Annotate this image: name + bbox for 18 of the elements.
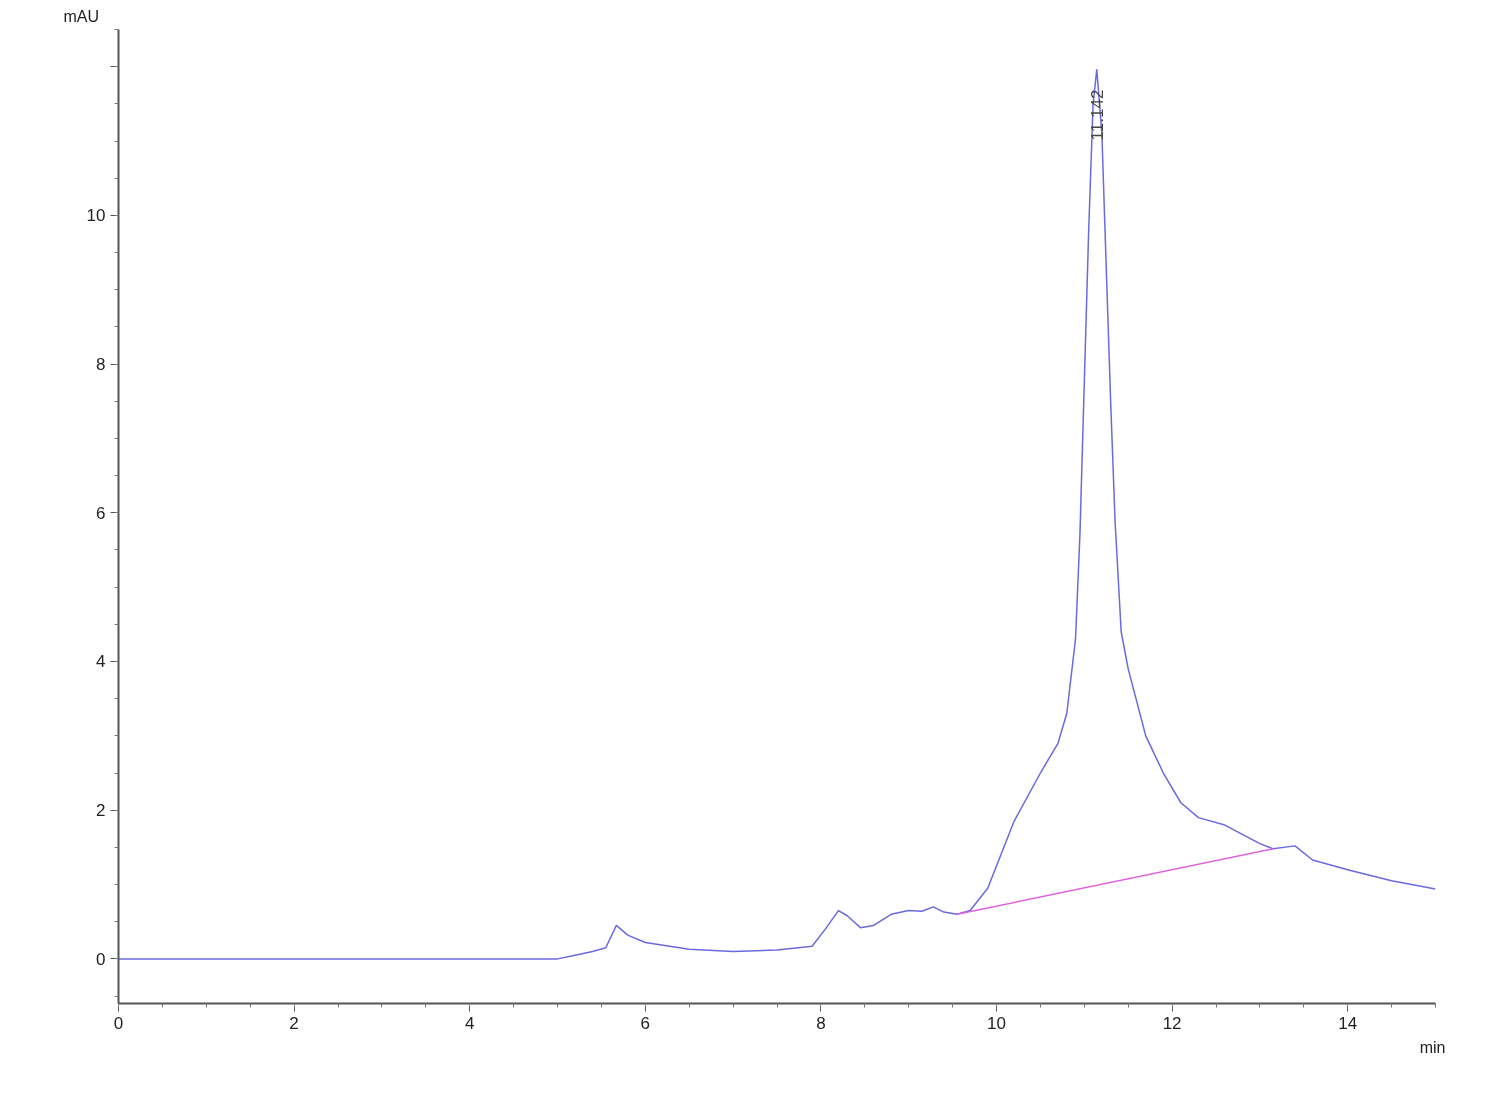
annotation: 11.142 — [1087, 89, 1107, 141]
x-tick-label: 2 — [289, 1013, 299, 1033]
x-tick-label: 0 — [113, 1013, 124, 1033]
line-series — [118, 68, 1436, 960]
x-tick-label: 6 — [640, 1013, 651, 1033]
y-axis-title: mAU — [63, 7, 100, 25]
y-tick-label: 10 — [86, 206, 106, 226]
x-axis-title: min — [1419, 1038, 1446, 1056]
x-tick-label: 10 — [987, 1013, 1006, 1033]
y-tick-label: 8 — [96, 355, 106, 375]
x-tick-label: 14 — [1338, 1013, 1358, 1033]
y-tick-label: 6 — [96, 503, 106, 523]
y-tick-label: 2 — [96, 801, 106, 821]
x-tick-label: 8 — [816, 1013, 826, 1033]
y-tick-label: 4 — [96, 652, 106, 672]
x-tick-label: 12 — [1162, 1013, 1182, 1033]
x-tick-label: 4 — [464, 1013, 475, 1033]
y-tick-label: 0 — [96, 949, 106, 969]
